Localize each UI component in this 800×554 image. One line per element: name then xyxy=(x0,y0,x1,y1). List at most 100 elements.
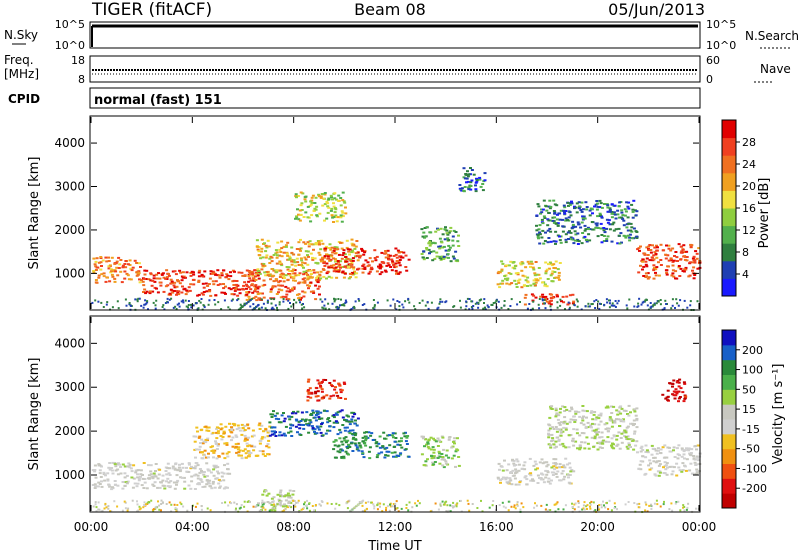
data-cell xyxy=(650,508,653,510)
data-cell xyxy=(219,435,223,437)
data-cell xyxy=(275,256,279,259)
data-cell xyxy=(606,406,610,409)
data-cell xyxy=(229,501,231,504)
data-cell xyxy=(249,305,252,308)
data-cell xyxy=(256,248,260,251)
data-cell xyxy=(637,302,640,305)
data-cell xyxy=(547,477,551,480)
data-cell xyxy=(268,434,272,437)
data-cell xyxy=(579,422,583,425)
data-cell xyxy=(266,300,269,303)
data-cell xyxy=(647,245,651,248)
data-cell xyxy=(371,260,374,263)
data-cell xyxy=(287,258,291,261)
data-cell xyxy=(303,501,306,504)
data-cell xyxy=(683,258,687,261)
data-cell xyxy=(173,468,177,471)
data-cell xyxy=(514,483,518,486)
data-cell xyxy=(554,242,557,245)
data-cell xyxy=(534,281,538,284)
data-cell xyxy=(675,298,678,301)
data-cell xyxy=(680,470,684,473)
data-cell xyxy=(650,256,654,259)
data-cell xyxy=(620,407,624,410)
data-cell xyxy=(279,494,283,496)
data-cell xyxy=(507,308,510,310)
data-cell xyxy=(278,280,282,283)
data-cell xyxy=(584,228,588,231)
data-cell xyxy=(532,300,535,303)
data-cell xyxy=(334,214,338,217)
data-cell xyxy=(292,286,296,289)
data-cell xyxy=(304,418,308,421)
colorbar-swatch xyxy=(722,433,736,450)
data-cell xyxy=(568,462,572,465)
data-cell xyxy=(279,489,283,492)
data-cell xyxy=(139,475,142,478)
data-cell xyxy=(556,213,559,216)
data-cell xyxy=(197,482,201,485)
data-cell xyxy=(271,285,275,288)
data-cell xyxy=(368,270,372,273)
data-cell xyxy=(235,428,239,431)
data-cell xyxy=(602,240,606,242)
data-cell xyxy=(288,257,292,260)
data-cell xyxy=(459,306,462,309)
data-cell xyxy=(323,193,327,196)
data-cell xyxy=(323,255,327,258)
data-cell xyxy=(160,503,163,505)
data-cell xyxy=(375,255,379,258)
data-cell xyxy=(366,507,368,510)
data-cell xyxy=(602,500,604,503)
data-cell xyxy=(442,245,446,248)
data-cell xyxy=(655,256,659,259)
data-cell xyxy=(286,287,290,290)
data-cell xyxy=(392,503,395,505)
data-cell xyxy=(341,449,344,452)
data-cell xyxy=(578,448,582,451)
data-cell xyxy=(298,219,302,222)
data-cell xyxy=(513,279,517,282)
data-cell xyxy=(176,303,179,306)
data-cell xyxy=(390,434,394,437)
data-cell xyxy=(240,271,244,274)
data-cell xyxy=(93,464,97,467)
data-cell xyxy=(267,446,271,449)
data-cell xyxy=(275,279,279,282)
data-cell xyxy=(399,251,403,253)
data-cell xyxy=(145,290,149,293)
data-cell xyxy=(332,414,336,417)
data-cell xyxy=(158,486,162,489)
y-tick-label: 4000 xyxy=(54,136,85,150)
data-cell xyxy=(230,439,233,442)
data-cell xyxy=(358,444,362,447)
data-cell xyxy=(556,436,560,439)
data-cell xyxy=(213,465,217,468)
data-cell xyxy=(325,262,329,265)
data-cell xyxy=(246,450,250,453)
data-cell xyxy=(683,449,687,452)
data-cell xyxy=(279,284,283,287)
data-cell xyxy=(651,305,654,308)
data-cell xyxy=(143,288,147,291)
data-cell xyxy=(505,469,509,472)
data-cell xyxy=(337,382,341,385)
data-cell xyxy=(414,308,417,311)
data-cell xyxy=(572,300,576,303)
data-cell xyxy=(232,287,236,290)
data-cell xyxy=(608,416,612,419)
data-cell xyxy=(116,300,119,303)
data-cell xyxy=(590,426,593,429)
data-cell xyxy=(106,301,109,304)
data-cell xyxy=(320,417,324,420)
data-cell xyxy=(674,307,676,309)
data-cell xyxy=(261,264,265,267)
data-cell xyxy=(113,462,117,464)
data-cell xyxy=(218,486,222,489)
data-cell xyxy=(202,440,206,443)
data-cell xyxy=(468,509,471,512)
data-cell xyxy=(309,252,313,255)
data-cell xyxy=(223,457,227,460)
data-cell xyxy=(447,436,451,439)
data-cell xyxy=(593,510,595,513)
